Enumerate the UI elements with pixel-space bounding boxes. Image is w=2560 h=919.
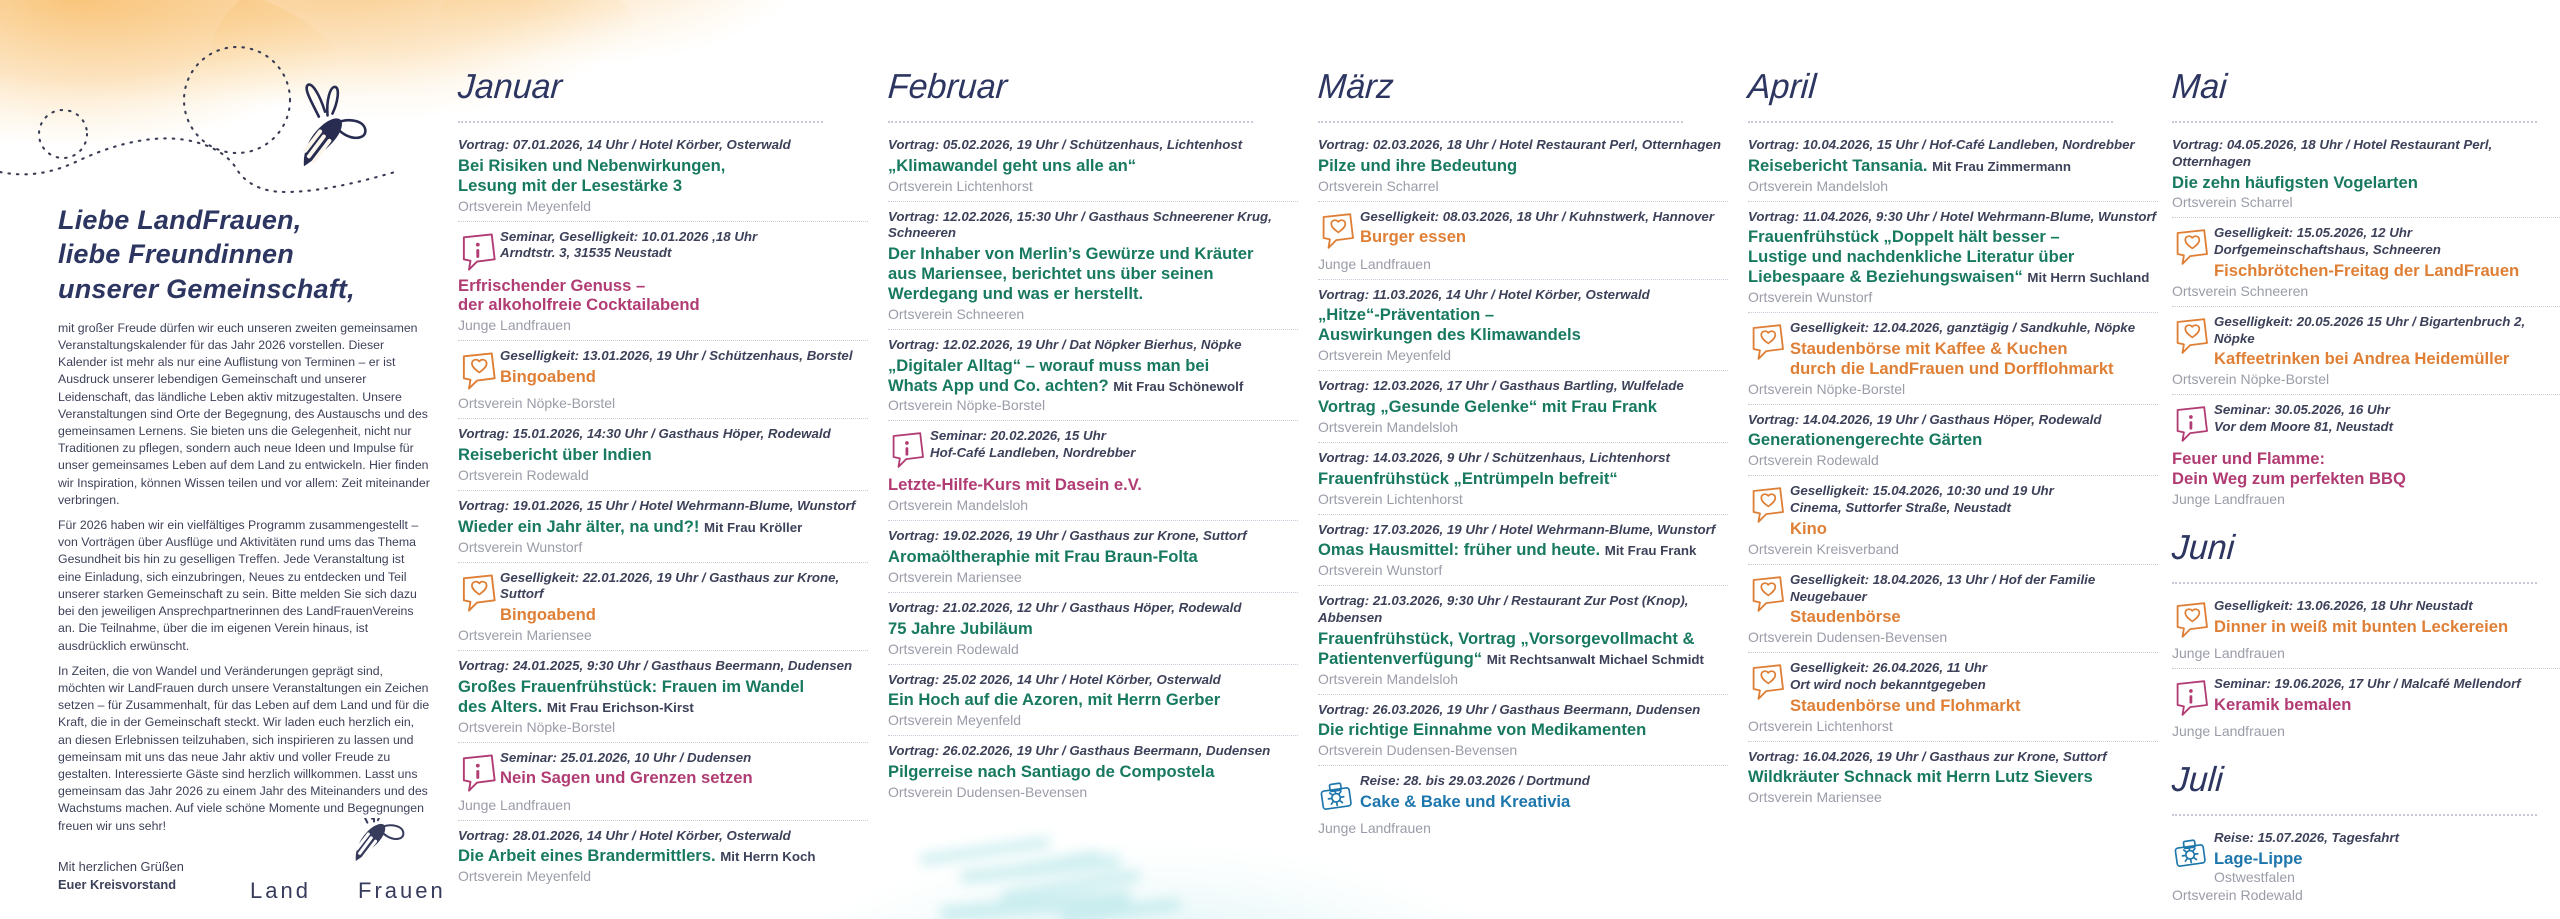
svg-text:Frauen: Frauen bbox=[358, 878, 446, 903]
svg-text:Land: Land bbox=[250, 878, 311, 903]
